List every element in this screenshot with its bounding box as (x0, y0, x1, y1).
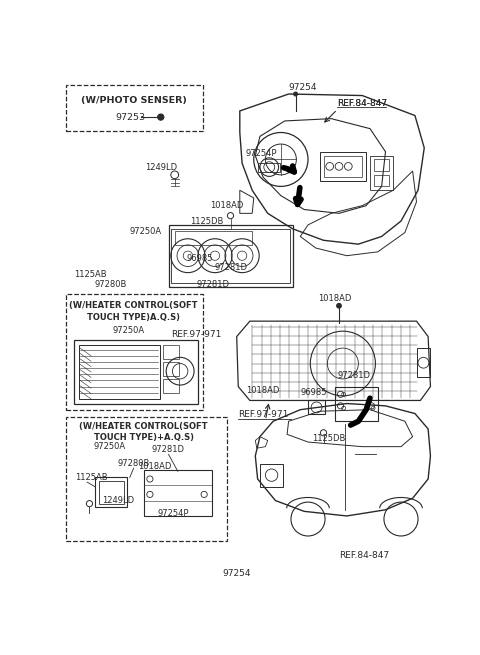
Bar (66, 417, 227, 540)
Text: 97280B: 97280B (94, 280, 126, 289)
Text: (W/HEATER CONTROL(SOFT: (W/HEATER CONTROL(SOFT (70, 301, 198, 310)
Text: 96985: 96985 (186, 254, 213, 263)
Bar (417, 348, 431, 377)
Text: TOUCH TYPE)+A.Q.S): TOUCH TYPE)+A.Q.S) (94, 433, 194, 442)
Bar (79, 345, 160, 399)
Text: 1018AD: 1018AD (246, 386, 279, 395)
Bar (99, 481, 123, 504)
Text: 97250A: 97250A (130, 227, 162, 236)
Text: REF.84-847: REF.84-847 (339, 551, 389, 560)
Text: 97253: 97253 (116, 113, 146, 122)
Text: 97254: 97254 (222, 569, 251, 578)
Text: REF.97-971: REF.97-971 (172, 330, 222, 339)
Text: REF.84-847: REF.84-847 (337, 98, 387, 107)
Text: 97254P: 97254P (158, 510, 189, 518)
Bar (66, 84, 204, 131)
Bar (171, 229, 290, 283)
Text: 97250A: 97250A (94, 442, 126, 451)
Text: REF.84-847: REF.84-847 (337, 98, 387, 107)
Text: 97281D: 97281D (215, 263, 248, 272)
Text: 1018AD: 1018AD (318, 293, 352, 303)
Bar (95, 477, 127, 507)
Bar (163, 362, 179, 376)
Text: 1125DB: 1125DB (312, 434, 345, 443)
Bar (163, 345, 179, 359)
Bar (66, 294, 204, 409)
Bar (163, 379, 179, 393)
Bar (175, 231, 252, 245)
Text: 97281D: 97281D (338, 371, 371, 379)
Bar (335, 386, 378, 421)
Bar (374, 159, 389, 171)
Bar (260, 464, 283, 487)
Circle shape (294, 92, 298, 96)
Text: 1249LD: 1249LD (144, 162, 177, 172)
Text: 1125AB: 1125AB (75, 473, 108, 482)
Text: 1125DB: 1125DB (190, 217, 224, 226)
Bar (168, 225, 292, 286)
Text: 97280B: 97280B (118, 459, 150, 468)
Bar (370, 156, 393, 190)
Bar (324, 156, 362, 177)
Text: 97281D: 97281D (196, 280, 229, 289)
Text: TOUCH TYPE)A.Q.S): TOUCH TYPE)A.Q.S) (87, 313, 180, 322)
Text: 97281D: 97281D (152, 445, 185, 454)
Text: 1018AD: 1018AD (138, 462, 171, 472)
Text: 97254P: 97254P (246, 149, 277, 158)
Text: 97254: 97254 (288, 83, 317, 92)
Bar (308, 400, 325, 415)
Circle shape (157, 114, 164, 120)
Bar (144, 470, 212, 516)
Bar (374, 175, 389, 187)
Circle shape (336, 303, 341, 308)
Text: 96985: 96985 (300, 388, 327, 398)
Text: 1125AB: 1125AB (74, 270, 107, 279)
Text: REF.97-971: REF.97-971 (238, 411, 288, 419)
Bar (74, 341, 198, 403)
Text: (W/PHOTO SENSER): (W/PHOTO SENSER) (82, 96, 187, 105)
Text: 1249LD: 1249LD (102, 496, 134, 505)
Bar (320, 152, 366, 181)
Text: 1018AD: 1018AD (210, 201, 243, 210)
Text: (W/HEATER CONTROL(SOFT: (W/HEATER CONTROL(SOFT (80, 422, 208, 431)
Bar (258, 162, 280, 172)
Text: 97250A: 97250A (113, 326, 145, 335)
